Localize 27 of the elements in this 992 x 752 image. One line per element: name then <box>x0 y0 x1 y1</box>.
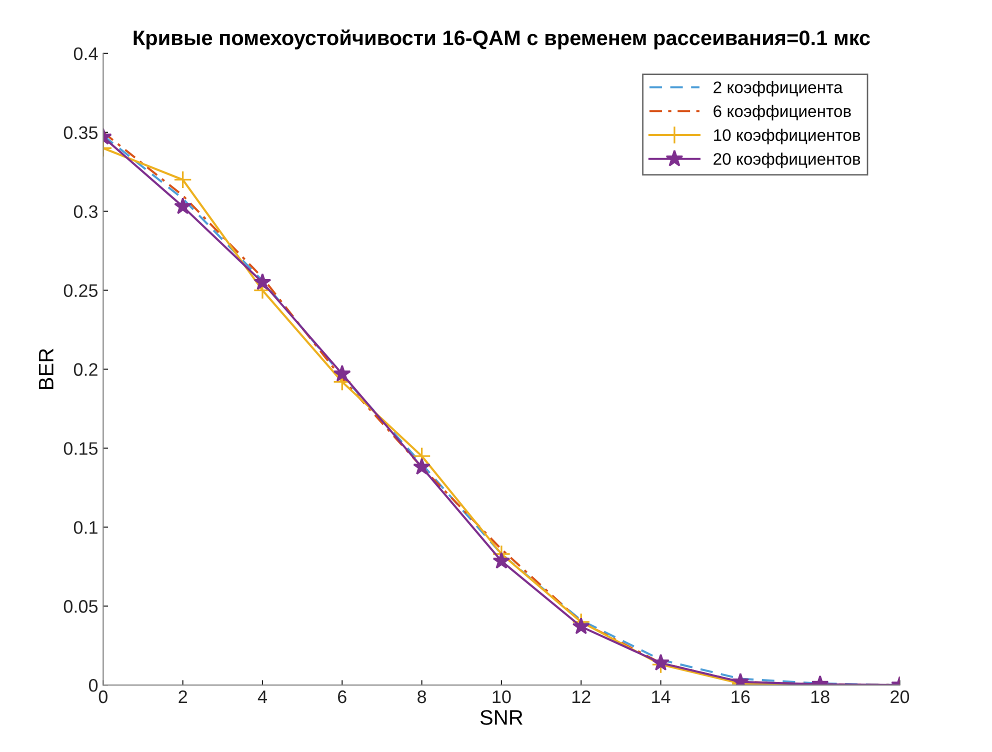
y-tick-label: 0.05 <box>64 600 98 613</box>
x-tick-label: 8 <box>418 690 426 704</box>
chart-title: Кривые помехоустойчивости 16-QAM с временем рассеивания=0.1 мкс <box>134 30 870 50</box>
x-tick-label: 0 <box>98 690 108 704</box>
y-tick-label: 0.35 <box>64 126 98 140</box>
x-tick-label: 20 <box>890 690 910 704</box>
x-tick-label: 16 <box>732 690 750 704</box>
x-tick-label: 14 <box>652 690 670 704</box>
x-tick-label: 12 <box>572 690 590 704</box>
legend-label: 20 коэффициентов <box>714 152 860 168</box>
legend-label: 6 коэффициентов <box>714 104 851 120</box>
y-tick-label: 0.4 <box>74 47 98 60</box>
x-tick-label: 18 <box>811 690 830 704</box>
y-tick-label: 0.2 <box>74 363 98 376</box>
x-axis-title: SNR <box>480 710 522 725</box>
x-tick-label: 2 <box>178 690 187 704</box>
y-axis-title: BER <box>38 348 54 389</box>
legend-label: 2 коэффициента <box>714 81 843 97</box>
x-tick-label: 10 <box>492 690 511 704</box>
x-tick-label: 4 <box>258 690 267 704</box>
x-tick-label: 6 <box>338 690 346 704</box>
y-tick-label: 0.25 <box>64 284 98 297</box>
y-tick-label: 0.3 <box>74 205 98 218</box>
legend-label: 10 коэффициентов <box>714 128 860 144</box>
y-tick-label: 0.1 <box>74 521 98 534</box>
y-tick-label: 0.15 <box>64 442 98 455</box>
y-tick-label: 0 <box>88 679 98 692</box>
